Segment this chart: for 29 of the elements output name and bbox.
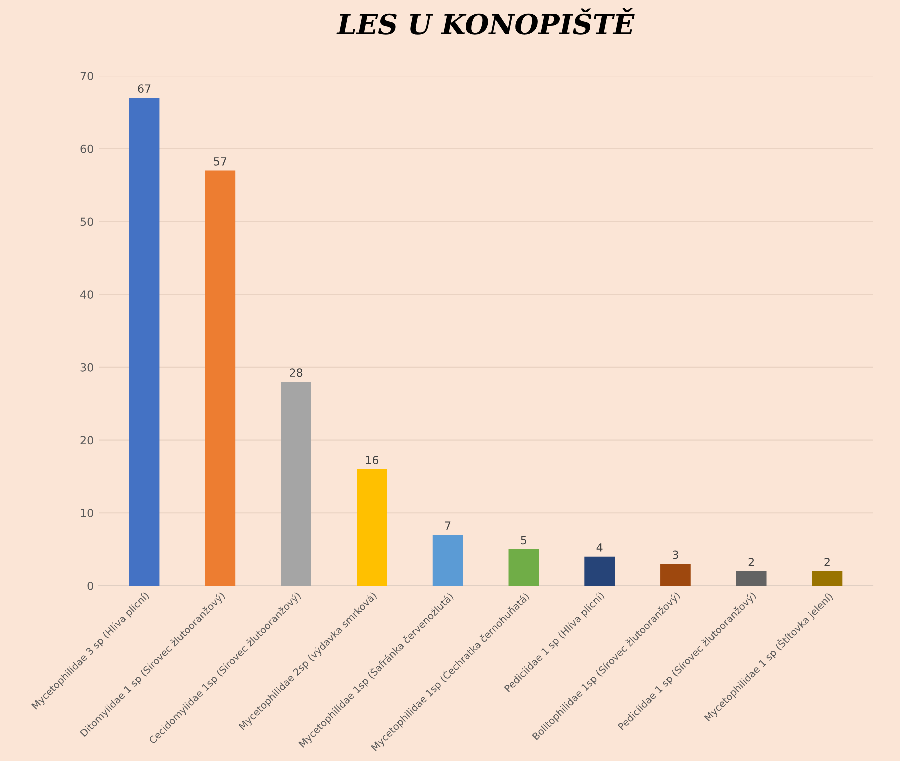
data-label: 3 [673,550,678,560]
bar [660,564,691,586]
bar [432,534,464,586]
data-label: 5 [521,536,527,545]
bar [129,98,160,586]
bar [281,382,312,586]
y-tick-label: 50 [80,218,94,226]
y-tick-label: 40 [80,290,94,299]
bar [812,571,843,586]
y-tick-label: 70 [80,72,94,80]
data-label: 2 [824,558,830,566]
chart-title: LES U KONOPIŠTĚ [336,8,635,35]
y-tick-label: 10 [81,509,94,518]
bar [584,556,615,586]
data-label: 7 [445,522,451,530]
data-label: 67 [138,84,151,94]
y-tick-label: 0 [88,582,94,590]
bar [357,469,388,586]
bar [205,170,236,586]
data-label: 2 [748,558,754,566]
bar [736,571,767,586]
y-tick-label: 60 [80,144,94,154]
data-label: 57 [214,158,227,166]
data-label: 4 [596,544,603,552]
data-label: 28 [290,368,303,378]
bar [508,550,540,586]
data-label: 16 [366,456,379,464]
y-tick-label: 20 [80,436,94,445]
y-tick-label: 30 [80,363,94,372]
